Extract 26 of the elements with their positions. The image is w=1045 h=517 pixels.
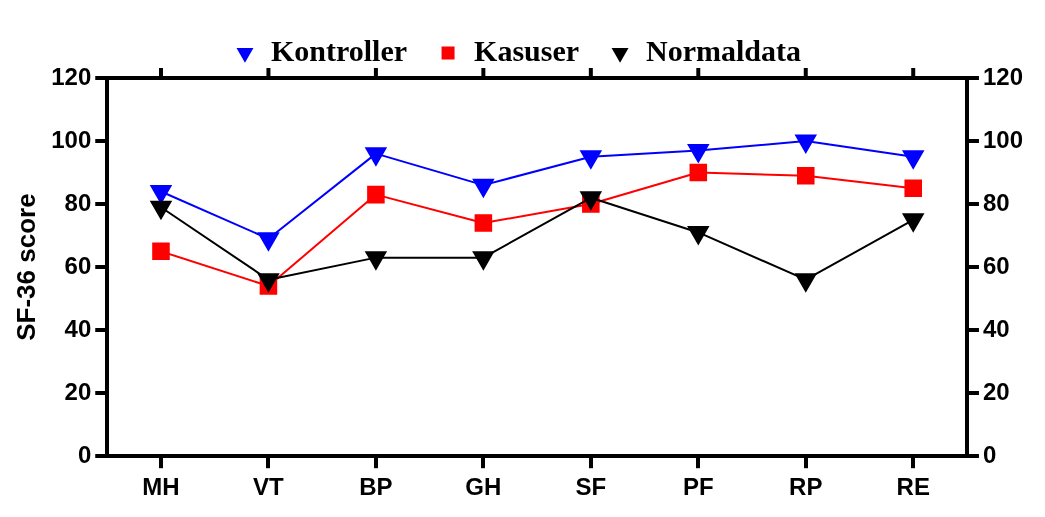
- y2-tick-label: 60: [982, 251, 1010, 279]
- x-tick-label: GH: [465, 473, 502, 501]
- y-tick-label: 0: [77, 440, 92, 468]
- x-tick-label: BP: [359, 473, 393, 501]
- x-tick-label: MH: [142, 473, 180, 501]
- y2-tick-label: 100: [982, 125, 1023, 153]
- y-tick-label: 20: [64, 377, 92, 405]
- y-tick-label: 120: [51, 62, 92, 90]
- x-tick-label: RE: [896, 473, 930, 501]
- y-axis-title: SF-36 score: [10, 193, 41, 341]
- y2-tick-label: 80: [982, 188, 1010, 216]
- legend-label: Kontroller: [270, 33, 408, 67]
- x-tick-label: RP: [789, 473, 823, 501]
- legend-label: Normaldata: [646, 33, 802, 67]
- x-tick-label: VT: [253, 473, 285, 501]
- x-tick-label: PF: [682, 473, 714, 501]
- y-tick-label: 100: [51, 125, 92, 153]
- y-tick-label: 80: [64, 188, 92, 216]
- x-tick-label: SF: [575, 473, 607, 501]
- legend-label: Kasuser: [474, 33, 580, 67]
- y2-tick-label: 120: [982, 62, 1023, 90]
- y-tick-label: 60: [64, 251, 92, 279]
- y2-tick-label: 40: [982, 314, 1010, 342]
- y2-tick-label: 0: [982, 440, 997, 468]
- y-tick-label: 40: [64, 314, 92, 342]
- y2-tick-label: 20: [982, 377, 1010, 405]
